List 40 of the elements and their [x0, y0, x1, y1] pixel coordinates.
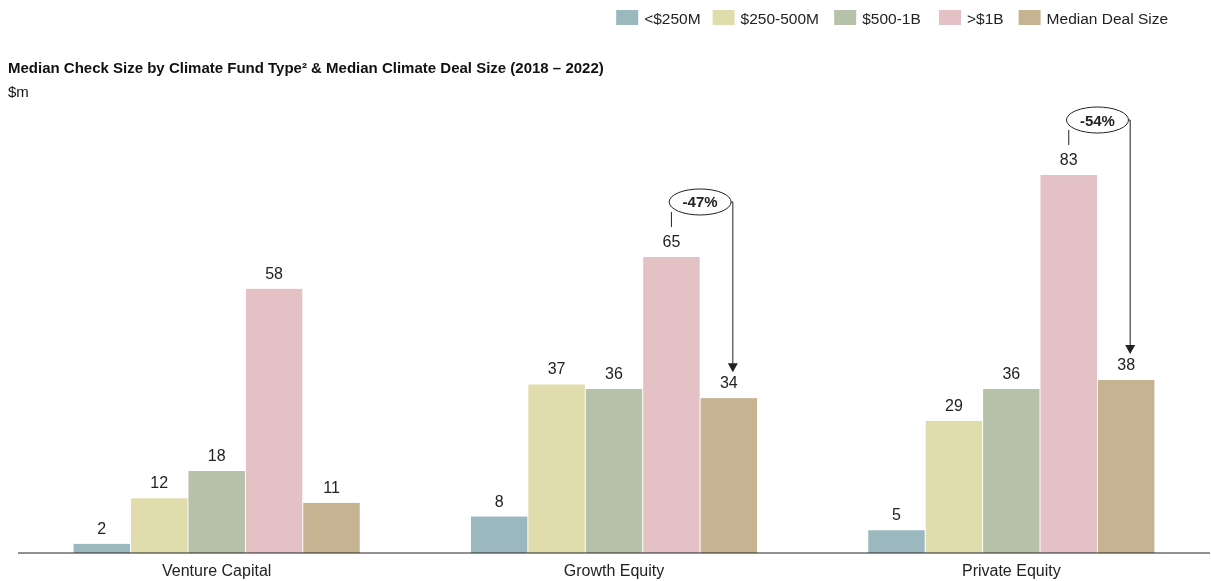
legend-label: <$250M — [644, 9, 701, 27]
data-label: 37 — [547, 360, 566, 378]
data-label: 38 — [1117, 355, 1136, 373]
legend-label: Median Deal Size — [1046, 9, 1169, 27]
bar — [188, 471, 245, 553]
bar — [643, 256, 700, 553]
bar — [245, 288, 303, 553]
bar — [470, 516, 528, 553]
legend-label: $500-1B — [862, 9, 921, 27]
bar — [868, 530, 925, 553]
x-tick-label: Private Equity — [961, 562, 1061, 579]
data-label: 65 — [662, 232, 681, 250]
chart-title: Median Check Size by Climate Fund Type² & Median Climate Deal Size (2018 – 2022) — [8, 59, 604, 76]
annotation: -47% — [682, 193, 718, 211]
bar — [925, 420, 983, 553]
legend-label: $250-500M — [740, 9, 820, 27]
bar — [303, 502, 360, 553]
data-label: 18 — [207, 447, 226, 465]
data-label: 83 — [1059, 151, 1078, 168]
x-tick-label: Growth Equity — [563, 562, 665, 579]
data-label: 5 — [892, 506, 902, 524]
bar — [1097, 379, 1155, 553]
data-label: 34 — [719, 374, 738, 392]
bar — [585, 389, 643, 553]
bar — [528, 384, 585, 553]
bar — [131, 498, 188, 553]
y-axis-title: $m — [8, 83, 29, 100]
bar — [983, 389, 1040, 553]
legend-label: >$1B — [967, 9, 1004, 27]
bar — [1040, 175, 1097, 553]
data-label: 12 — [150, 474, 169, 492]
x-tick-label: Venture Capital — [161, 562, 272, 579]
data-label: 36 — [1002, 365, 1021, 383]
data-label: 58 — [265, 264, 284, 282]
data-label: 8 — [494, 492, 504, 510]
data-label: 29 — [945, 396, 963, 414]
data-label: 2 — [97, 519, 107, 537]
data-label: 11 — [323, 478, 340, 496]
data-label: 36 — [605, 365, 623, 383]
bar — [700, 398, 758, 553]
